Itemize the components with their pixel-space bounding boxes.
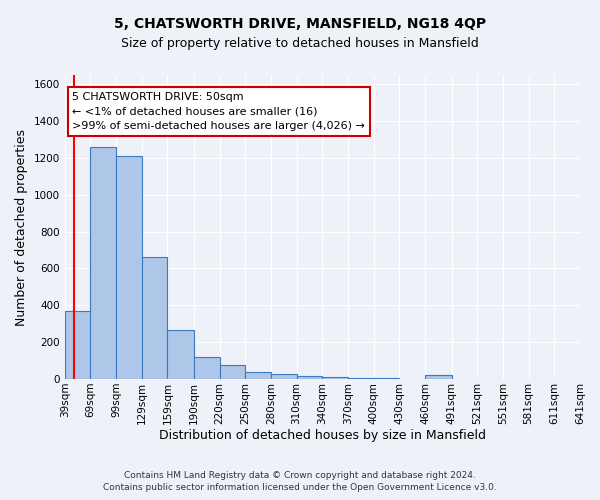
Bar xyxy=(142,258,167,379)
Text: Size of property relative to detached houses in Mansfield: Size of property relative to detached ho… xyxy=(121,38,479,51)
Bar xyxy=(65,311,91,379)
Bar xyxy=(322,377,348,379)
Bar xyxy=(91,147,116,379)
Bar xyxy=(271,374,296,379)
Bar xyxy=(374,378,400,379)
Bar xyxy=(245,372,271,379)
Bar xyxy=(296,376,322,379)
Text: 5 CHATSWORTH DRIVE: 50sqm
← <1% of detached houses are smaller (16)
>99% of semi: 5 CHATSWORTH DRIVE: 50sqm ← <1% of detac… xyxy=(73,92,365,132)
Bar xyxy=(425,376,452,379)
Bar xyxy=(167,330,194,379)
Text: 5, CHATSWORTH DRIVE, MANSFIELD, NG18 4QP: 5, CHATSWORTH DRIVE, MANSFIELD, NG18 4QP xyxy=(114,18,486,32)
Text: Contains HM Land Registry data © Crown copyright and database right 2024.
Contai: Contains HM Land Registry data © Crown c… xyxy=(103,471,497,492)
Bar xyxy=(220,365,245,379)
X-axis label: Distribution of detached houses by size in Mansfield: Distribution of detached houses by size … xyxy=(159,430,486,442)
Y-axis label: Number of detached properties: Number of detached properties xyxy=(15,128,28,326)
Bar xyxy=(348,378,374,379)
Bar xyxy=(194,357,220,379)
Bar xyxy=(116,156,142,379)
